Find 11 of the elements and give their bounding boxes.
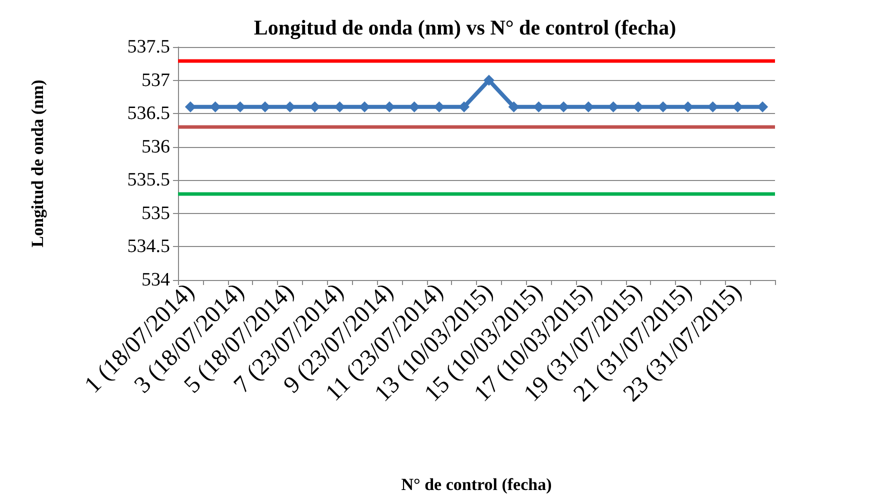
y-tick-label: 535.5 [127, 170, 170, 191]
y-axis-title: Longitud de onda (nm) [28, 80, 47, 248]
y-tick-label: 535 [142, 202, 170, 224]
x-axis-title: N° de control (fecha) [401, 475, 552, 494]
y-tick-label: 534.5 [127, 236, 170, 258]
chart-title: Longitud de onda (nm) vs N° de control (fecha) [254, 16, 676, 40]
y-tick-label: 537.5 [127, 36, 170, 58]
y-tick-label: 534 [142, 270, 170, 290]
y-tick-label: 536 [142, 136, 170, 158]
y-tick-label: 537 [142, 70, 170, 91]
y-tick-label: 536.5 [127, 103, 170, 124]
